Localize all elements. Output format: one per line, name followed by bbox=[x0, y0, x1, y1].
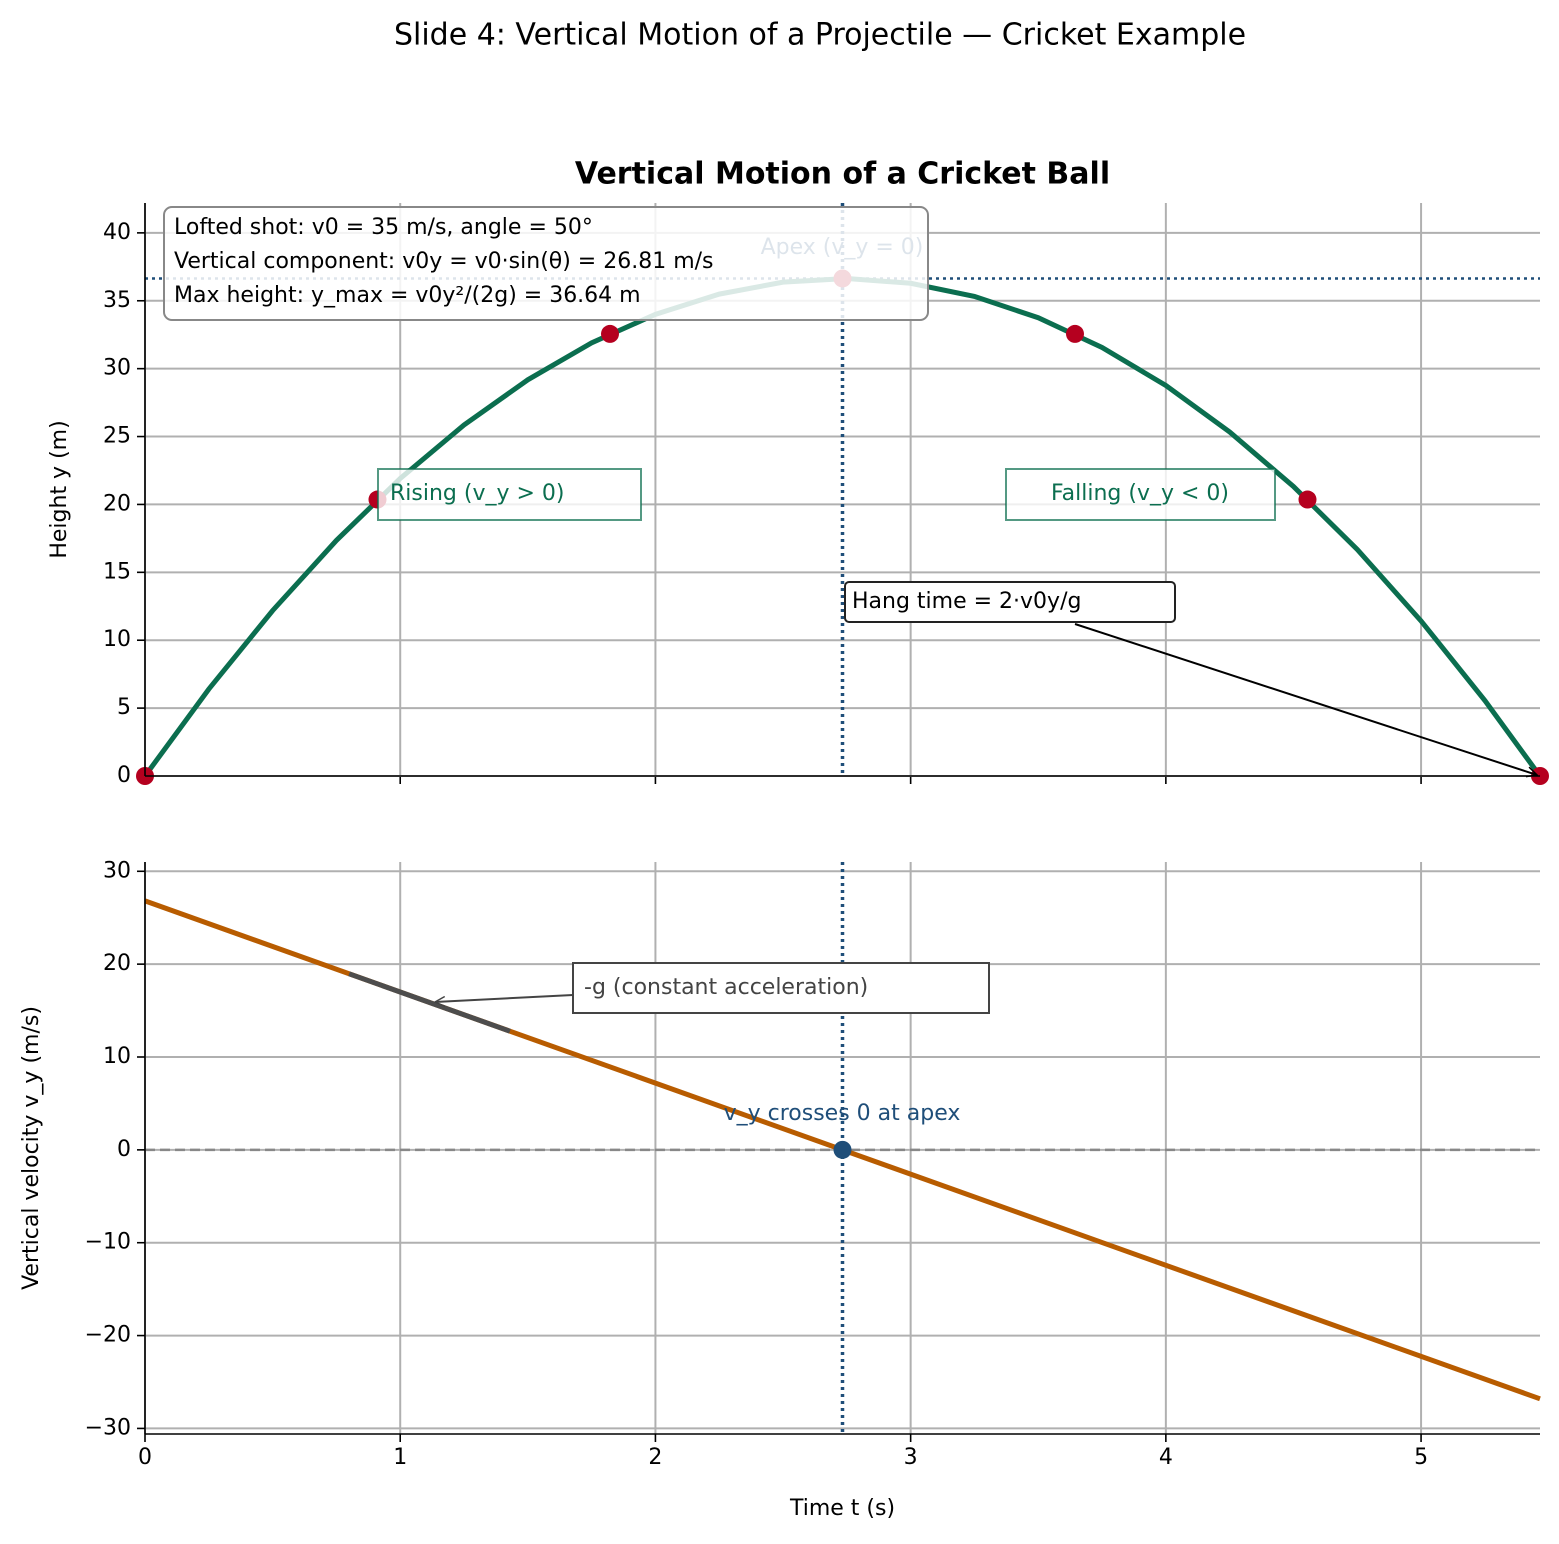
annotation-arrow bbox=[435, 994, 574, 1002]
annotation: v_y crosses 0 at apex bbox=[724, 1101, 961, 1126]
figure-title: Slide 4: Vertical Motion of a Projectile… bbox=[394, 18, 1246, 53]
info-text: Vertical component: v0y = v0·sin(θ) = 26… bbox=[174, 249, 714, 274]
y-tick-label: 0 bbox=[117, 1137, 131, 1162]
y-tick-label: 35 bbox=[103, 288, 131, 313]
y-tick-label: 5 bbox=[117, 695, 131, 720]
annotation-box bbox=[377, 468, 642, 521]
x-axis-label: Time t (s) bbox=[789, 1496, 895, 1521]
y-tick-label: 40 bbox=[103, 220, 131, 245]
annotation: -g (constant acceleration) bbox=[584, 975, 868, 1000]
annotation-box bbox=[844, 581, 1176, 623]
data-line bbox=[348, 971, 511, 1034]
y-tick-label: −20 bbox=[85, 1323, 131, 1348]
y-tick-label: 25 bbox=[103, 424, 131, 449]
annotation-arrow bbox=[1074, 623, 1537, 775]
info-box bbox=[163, 206, 929, 321]
y-tick-label: −10 bbox=[85, 1230, 131, 1255]
x-tick-label: 5 bbox=[1414, 1445, 1428, 1470]
y-tick-label: 10 bbox=[103, 627, 131, 652]
annotation: Falling (v_y < 0) bbox=[1051, 481, 1229, 506]
y-tick-label: 20 bbox=[103, 491, 131, 516]
data-point bbox=[1066, 324, 1084, 343]
data-point bbox=[1298, 490, 1317, 509]
y-tick-label: −30 bbox=[85, 1415, 131, 1440]
annotation-box bbox=[572, 962, 990, 1014]
y-tick-label: 30 bbox=[103, 356, 131, 381]
x-tick-label: 0 bbox=[138, 1445, 152, 1470]
y-tick-label: 20 bbox=[103, 951, 131, 976]
annotation: Rising (v_y > 0) bbox=[390, 481, 565, 506]
y-tick-label: 0 bbox=[117, 763, 131, 788]
data-point bbox=[833, 1140, 852, 1159]
x-tick-label: 2 bbox=[648, 1445, 662, 1470]
info-text: Max height: y_max = v0y²/(2g) = 36.64 m bbox=[174, 283, 641, 308]
x-tick-label: 3 bbox=[904, 1445, 918, 1470]
y-tick-label: 15 bbox=[103, 559, 131, 584]
annotation: Hang time = 2·v0y/g bbox=[852, 589, 1081, 614]
x-tick-label: 4 bbox=[1159, 1445, 1173, 1470]
y-tick-label: 30 bbox=[103, 858, 131, 883]
chart-title: Vertical Motion of a Cricket Ball bbox=[575, 157, 1110, 192]
data-point bbox=[601, 324, 619, 343]
x-tick-label: 1 bbox=[393, 1445, 407, 1470]
y-axis-label: Vertical velocity v_y (m/s) bbox=[19, 1006, 44, 1290]
y-tick-label: 10 bbox=[103, 1044, 131, 1069]
info-text: Lofted shot: v0 = 35 m/s, angle = 50° bbox=[174, 215, 593, 240]
annotation-box bbox=[1005, 468, 1276, 521]
y-axis-label: Height y (m) bbox=[47, 420, 72, 558]
